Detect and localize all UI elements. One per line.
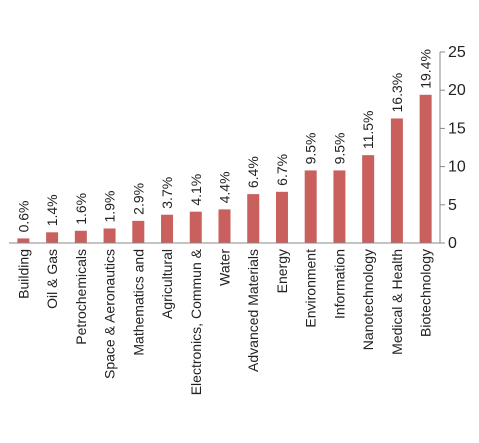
category-label: Space & Aeronautics: [102, 249, 118, 379]
category-label: Petrochemicals: [73, 249, 89, 345]
y-axis: 0 5 10 15 20 25: [9, 44, 466, 252]
category-labels-group: Building Oil & Gas Petrochemicals Space & A…: [15, 248, 433, 395]
category-label: Oil & Gas: [44, 249, 60, 309]
bar: [189, 211, 202, 243]
y-tick-label: 0: [448, 235, 457, 252]
category-label: Agricultural: [159, 249, 175, 319]
bar: [132, 220, 145, 243]
category-label: Environment: [303, 249, 319, 328]
bar: [419, 94, 432, 243]
bar: [17, 238, 30, 243]
bar: [390, 118, 403, 243]
category-label: Medical & Health: [389, 249, 405, 355]
y-tick-label: 15: [448, 120, 466, 137]
y-tick-label: 10: [448, 159, 466, 176]
data-label: 1.4%: [44, 194, 60, 226]
y-tick-label: 25: [448, 44, 466, 61]
bar: [247, 194, 260, 243]
data-label: 1.6%: [73, 193, 89, 225]
category-label: Mathematics and: [130, 249, 146, 356]
bar: [74, 230, 87, 243]
bar: [161, 214, 174, 243]
category-label: Water: [217, 249, 233, 286]
data-label: 6.4%: [245, 156, 261, 188]
data-label: 19.4%: [418, 49, 434, 89]
category-label: Energy: [274, 249, 290, 293]
bar: [304, 170, 317, 243]
data-label: 0.6%: [15, 200, 31, 232]
data-label: 1.9%: [102, 191, 118, 223]
y-tick-label: 20: [448, 82, 466, 99]
category-label: Advanced Materials: [245, 249, 261, 372]
bar: [362, 155, 375, 243]
data-label: 6.7%: [274, 154, 290, 186]
bar: [103, 228, 116, 243]
category-label: Building: [15, 249, 31, 299]
bars-group: [17, 94, 432, 243]
data-label: 4.1%: [188, 174, 204, 206]
bar: [333, 170, 346, 243]
data-label: 2.9%: [130, 183, 146, 215]
bar: [218, 209, 231, 243]
data-label: 11.5%: [360, 110, 376, 149]
data-label: 9.5%: [331, 132, 347, 164]
bar: [46, 232, 59, 243]
category-label: Nanotechnology: [360, 249, 376, 350]
bar: [275, 191, 288, 243]
data-label: 3.7%: [159, 177, 175, 209]
data-label: 4.4%: [217, 171, 233, 203]
data-label: 9.5%: [303, 132, 319, 164]
data-labels-group: 0.6% 1.4% 1.6% 1.9% 2.9% 3.7% 4.1% 4.4% 6.4% 6.7%…: [15, 49, 433, 232]
category-label: Biotechnology: [418, 249, 434, 337]
category-label: Electronics, Commun &: [188, 248, 204, 395]
y-tick-label: 5: [448, 197, 457, 214]
category-label: Information: [331, 249, 347, 319]
data-label: 16.3%: [389, 73, 405, 113]
